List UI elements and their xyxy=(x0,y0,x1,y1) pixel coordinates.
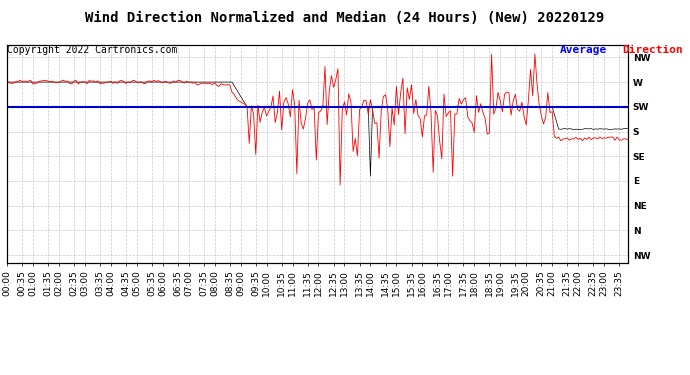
Text: Copyright 2022 Cartronics.com: Copyright 2022 Cartronics.com xyxy=(7,45,177,55)
Text: Wind Direction Normalized and Median (24 Hours) (New) 20220129: Wind Direction Normalized and Median (24… xyxy=(86,11,604,25)
Text: Average: Average xyxy=(560,45,607,55)
Text: Direction: Direction xyxy=(622,45,683,55)
